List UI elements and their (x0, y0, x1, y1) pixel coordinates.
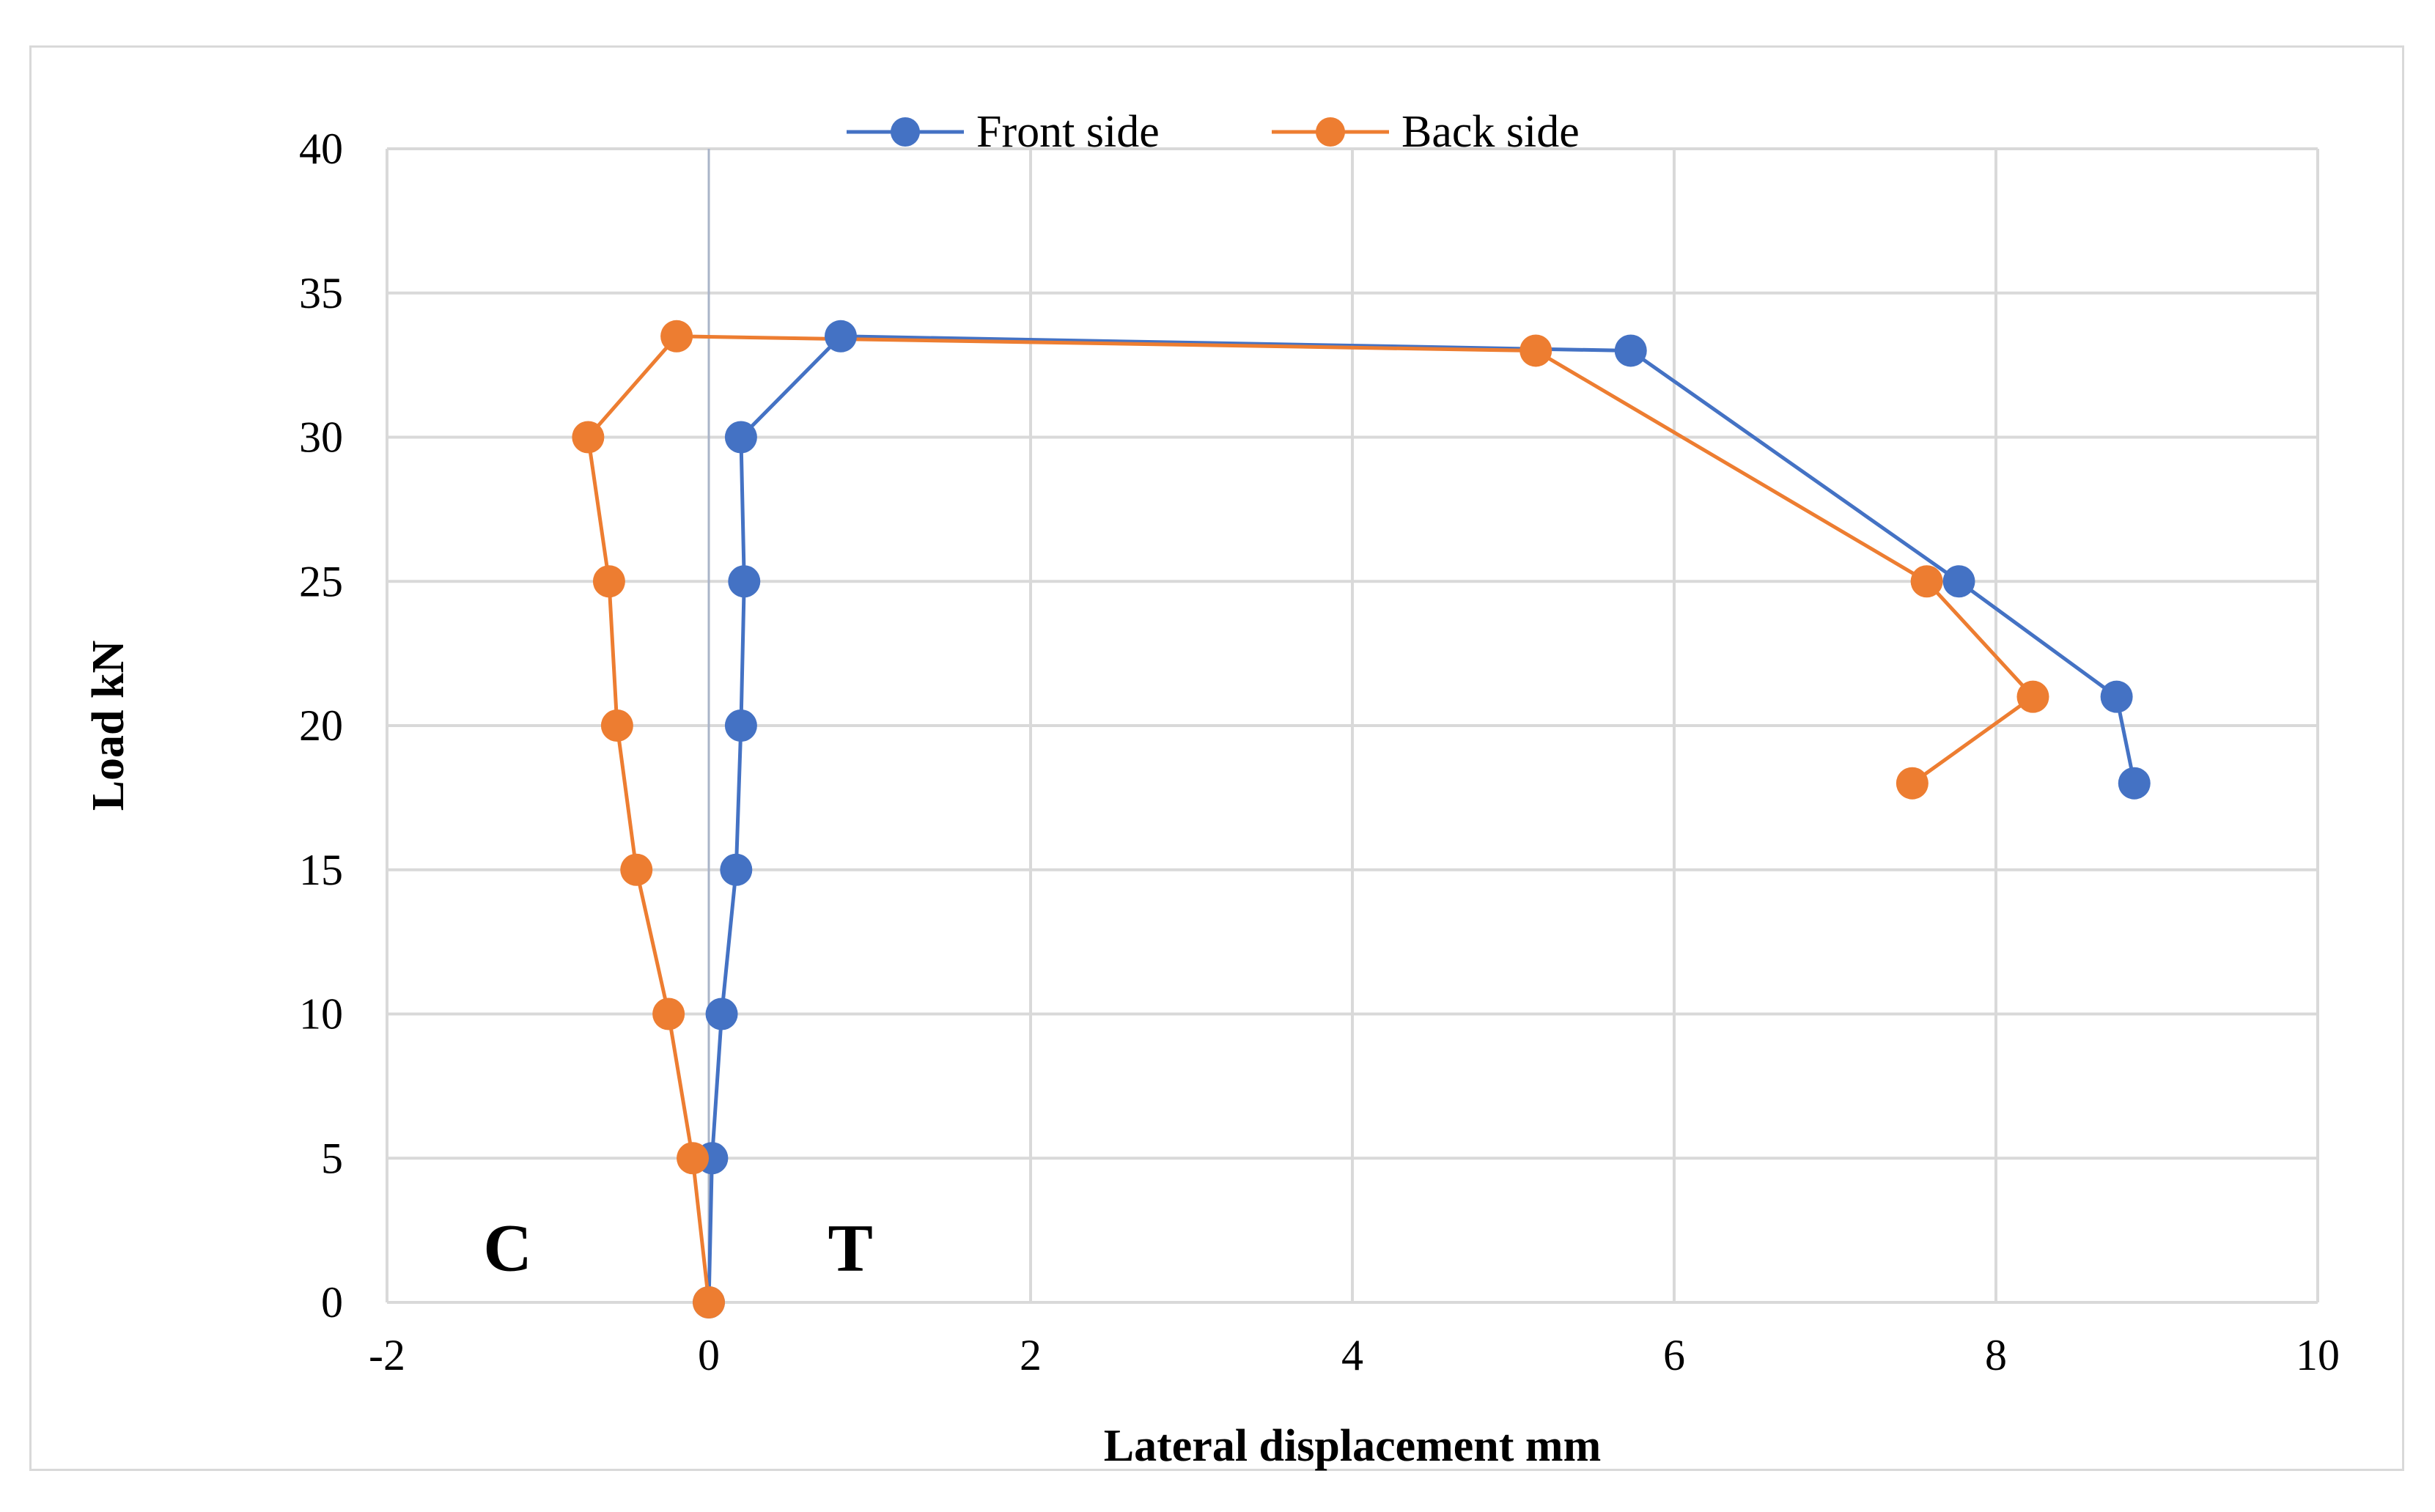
x-tick-label: 6 (1663, 1331, 1685, 1379)
y-tick-label: 40 (299, 125, 343, 173)
annotation-label: C (483, 1210, 531, 1285)
data-point-series-2 (592, 565, 625, 598)
data-point-series-2 (693, 1286, 725, 1319)
data-point-series-1 (824, 320, 857, 353)
data-point-series-2 (572, 421, 605, 454)
data-point-series-1 (2100, 680, 2133, 713)
data-point-series-1 (1942, 565, 1975, 598)
data-point-series-2 (1910, 565, 1943, 598)
series-line-1 (707, 334, 2137, 1303)
data-point-series-2 (652, 997, 685, 1030)
x-tick-label: 10 (2296, 1331, 2340, 1379)
x-axis-title: Lateral displacement mm (1104, 1421, 1601, 1471)
data-point-series-1 (724, 709, 757, 742)
data-point-series-1 (705, 997, 738, 1030)
data-point-series-2 (660, 320, 693, 353)
data-point-series-2 (620, 853, 653, 886)
data-point-series-1 (2118, 767, 2151, 800)
data-point-series-1 (1614, 334, 1647, 367)
y-tick-label: 20 (299, 701, 343, 750)
x-tick-label: -2 (369, 1331, 405, 1379)
data-point-series-2 (2016, 680, 2049, 713)
x-tick-label: 2 (1020, 1331, 1042, 1379)
series-line-2 (586, 334, 2036, 1303)
legend-label-1: Front side (976, 107, 1160, 157)
legend-label-2: Back side (1401, 107, 1580, 157)
x-tick-label: 4 (1341, 1331, 1363, 1379)
legend-marker-1 (891, 117, 920, 147)
y-tick-label: 30 (299, 413, 343, 462)
x-tick-label: 0 (698, 1331, 720, 1379)
y-tick-label: 10 (299, 990, 343, 1039)
data-point-series-2 (677, 1142, 710, 1175)
data-point-series-1 (720, 853, 753, 886)
y-tick-label: 5 (321, 1134, 343, 1182)
data-point-series-2 (1896, 767, 1929, 800)
data-point-series-1 (724, 421, 757, 454)
annotation-label: T (828, 1210, 872, 1285)
chart-frame (29, 45, 2404, 1471)
y-tick-label: 25 (299, 557, 343, 605)
legend-marker-2 (1316, 117, 1345, 147)
y-tick-label: 35 (299, 269, 343, 317)
y-axis-title: Load kN (84, 641, 133, 811)
data-point-series-2 (600, 709, 633, 742)
y-tick-label: 0 (321, 1278, 343, 1327)
y-tick-label: 15 (299, 846, 343, 894)
x-tick-label: 8 (1985, 1331, 2007, 1379)
data-point-series-1 (728, 565, 761, 598)
data-point-series-2 (1519, 334, 1552, 367)
